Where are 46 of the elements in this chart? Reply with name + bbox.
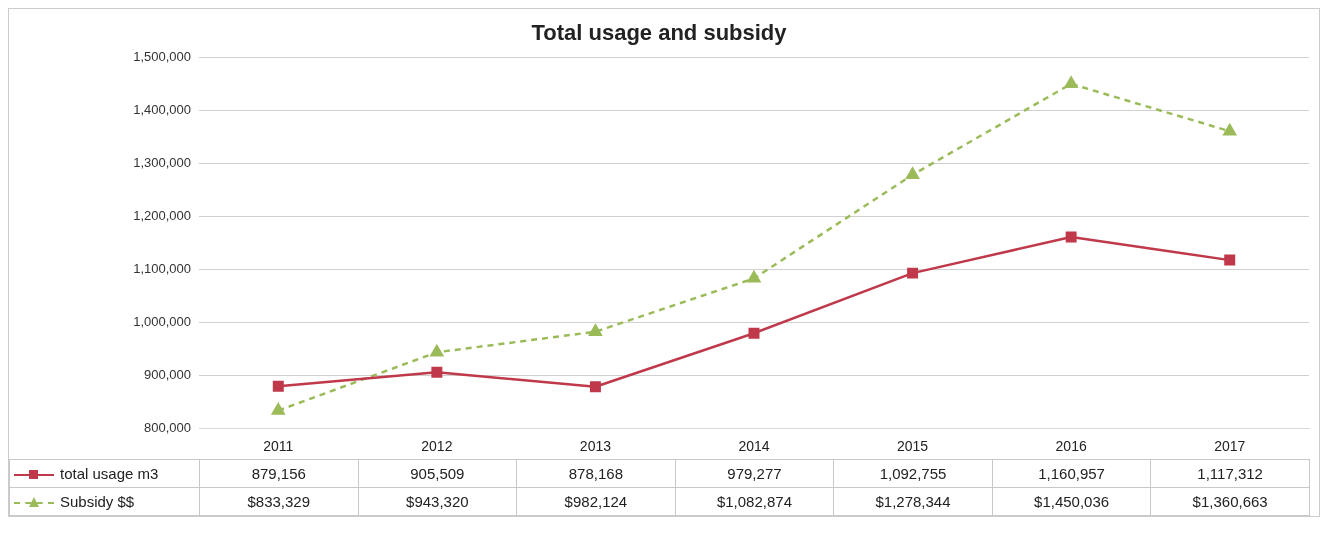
data-label: $1,450,036 bbox=[992, 487, 1151, 516]
point bbox=[1064, 76, 1078, 89]
x-tick-label: 2017 bbox=[1214, 438, 1246, 455]
y-tick-label: 1,100,000 bbox=[133, 260, 191, 276]
point bbox=[272, 380, 284, 392]
y-tick-label: 1,000,000 bbox=[133, 313, 191, 329]
point bbox=[747, 271, 761, 283]
point bbox=[748, 327, 760, 339]
data-label: $982,124 bbox=[516, 487, 676, 516]
data-label: 1,160,957 bbox=[992, 459, 1151, 488]
point bbox=[1223, 123, 1237, 136]
point bbox=[1224, 254, 1236, 266]
data-label: 879,156 bbox=[199, 459, 359, 488]
y-tick-label: 900,000 bbox=[144, 366, 191, 382]
point bbox=[430, 345, 444, 357]
point bbox=[588, 324, 602, 336]
data-label: 1,117,312 bbox=[1150, 459, 1310, 488]
legend-label: Subsidy $$ bbox=[60, 493, 135, 510]
y-tick-label: 1,400,000 bbox=[133, 101, 191, 117]
data-label: $1,278,344 bbox=[833, 487, 993, 516]
point bbox=[907, 267, 919, 279]
point bbox=[431, 366, 443, 378]
data-label: 979,277 bbox=[675, 459, 834, 488]
data-label: $1,082,874 bbox=[675, 487, 834, 516]
y-tick-label: 1,500,000 bbox=[133, 48, 191, 64]
x-tick-label: 2014 bbox=[738, 438, 770, 455]
data-label: $943,320 bbox=[358, 487, 517, 516]
legend-label: total usage m3 bbox=[60, 465, 159, 482]
data-label: 905,509 bbox=[358, 459, 517, 488]
point bbox=[906, 167, 920, 180]
data-label: $1,360,663 bbox=[1150, 487, 1310, 516]
x-tick-label: 2016 bbox=[1055, 438, 1087, 455]
point bbox=[271, 403, 285, 415]
data-label: 878,168 bbox=[516, 459, 676, 488]
x-tick-label: 2015 bbox=[896, 438, 929, 455]
point bbox=[1065, 231, 1077, 243]
data-label: $833,329 bbox=[199, 487, 359, 516]
data-label: 1,092,755 bbox=[833, 459, 993, 488]
chart-title: Total usage and subsidy bbox=[531, 20, 788, 46]
y-tick-label: 800,000 bbox=[144, 419, 191, 435]
y-tick-label: 1,300,000 bbox=[133, 154, 191, 170]
x-tick-label: 2011 bbox=[263, 438, 294, 455]
x-tick-label: 2012 bbox=[421, 438, 453, 455]
point bbox=[589, 381, 601, 393]
y-tick-label: 1,200,000 bbox=[133, 207, 191, 223]
x-tick-label: 2013 bbox=[579, 438, 612, 455]
